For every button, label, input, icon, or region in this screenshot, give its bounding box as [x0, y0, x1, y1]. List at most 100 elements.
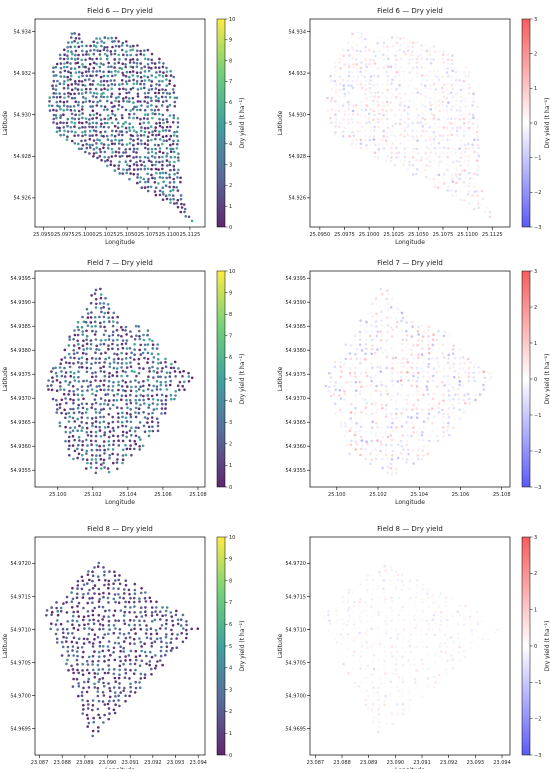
data-point — [476, 138, 480, 141]
data-point — [437, 167, 440, 171]
data-point — [107, 334, 111, 338]
data-point — [368, 86, 372, 90]
data-point — [88, 597, 91, 600]
data-point — [107, 615, 110, 618]
data-point — [119, 609, 123, 612]
data-point — [112, 366, 116, 370]
data-point — [88, 137, 92, 141]
data-point — [61, 645, 65, 649]
data-point — [342, 78, 345, 82]
data-point — [426, 444, 430, 447]
data-point — [371, 637, 374, 640]
data-point — [472, 92, 475, 95]
data-point — [150, 611, 154, 614]
data-point — [84, 320, 88, 324]
y-tick-label: 54.932 — [14, 71, 32, 77]
data-point — [143, 79, 147, 82]
data-point — [125, 447, 129, 451]
data-point — [81, 655, 84, 659]
data-point — [467, 366, 471, 370]
data-point — [82, 593, 85, 596]
data-point — [125, 91, 128, 95]
data-point — [428, 121, 432, 125]
data-point — [370, 443, 373, 447]
data-point — [345, 646, 349, 650]
data-point — [433, 685, 436, 688]
data-point — [445, 88, 449, 92]
data-point — [89, 321, 93, 324]
data-point — [442, 430, 446, 434]
data-point — [400, 342, 404, 346]
data-point — [468, 615, 472, 619]
data-point — [173, 84, 176, 87]
data-point — [85, 329, 88, 333]
data-point — [353, 588, 356, 592]
data-point — [85, 342, 89, 346]
data-point — [56, 609, 59, 613]
data-point — [412, 159, 416, 162]
data-point — [441, 57, 445, 60]
data-point — [344, 357, 348, 361]
data-point — [445, 109, 449, 112]
data-point — [363, 426, 367, 429]
data-point — [467, 379, 470, 383]
data-point — [133, 343, 136, 346]
data-point — [129, 109, 132, 112]
data-point — [449, 78, 453, 81]
data-point — [135, 62, 139, 65]
data-point — [179, 618, 183, 621]
data-point — [451, 403, 454, 407]
data-point — [154, 628, 158, 632]
data-point — [102, 383, 106, 387]
data-point — [417, 356, 420, 360]
data-point — [443, 641, 447, 645]
data-point — [390, 619, 393, 622]
data-point — [408, 690, 411, 693]
data-point — [158, 171, 162, 175]
data-point — [184, 215, 187, 218]
data-point — [120, 398, 123, 402]
data-point — [359, 70, 362, 74]
data-point — [437, 176, 440, 179]
data-point — [89, 430, 93, 434]
colorbar-tick-label: 5 — [229, 377, 232, 383]
data-point — [417, 151, 420, 155]
data-point — [81, 457, 85, 461]
data-point — [165, 176, 168, 180]
data-point — [118, 87, 121, 91]
data-point — [399, 54, 402, 57]
data-point — [129, 399, 132, 402]
data-point — [59, 133, 62, 137]
data-point — [156, 343, 159, 346]
data-point — [117, 642, 121, 645]
data-point — [368, 82, 371, 86]
data-point — [80, 58, 84, 62]
data-point — [62, 392, 66, 396]
data-point — [469, 622, 473, 626]
data-point — [404, 92, 407, 96]
data-point — [80, 88, 84, 91]
data-point — [370, 321, 373, 325]
data-point — [114, 619, 117, 622]
data-point — [398, 164, 402, 167]
data-point — [401, 407, 405, 411]
data-point — [477, 206, 481, 210]
data-point — [393, 105, 397, 109]
data-point — [101, 624, 105, 627]
data-point — [109, 95, 113, 98]
data-point — [395, 426, 398, 429]
data-point — [376, 330, 380, 334]
data-point — [335, 397, 338, 400]
data-point — [343, 385, 347, 388]
data-point — [114, 150, 118, 154]
data-point — [385, 70, 388, 74]
data-point — [354, 412, 357, 415]
data-point — [93, 48, 96, 52]
data-point — [438, 641, 442, 645]
data-point — [65, 121, 69, 125]
data-point — [51, 87, 55, 90]
data-point — [74, 82, 77, 86]
data-point — [94, 357, 98, 361]
data-point — [165, 84, 168, 87]
data-point — [394, 438, 398, 441]
